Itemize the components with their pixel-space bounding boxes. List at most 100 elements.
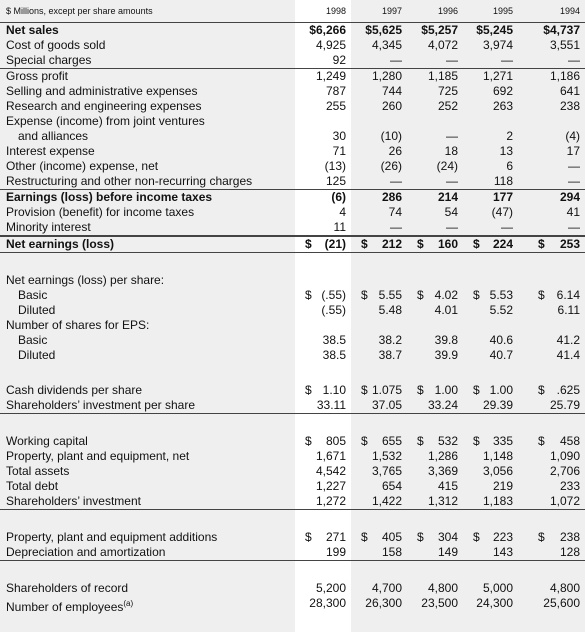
value-cell bbox=[407, 114, 463, 129]
value: (13) bbox=[324, 159, 346, 173]
value-cell: 143 bbox=[463, 545, 518, 560]
row-label: Working capital bbox=[0, 434, 295, 449]
section: Cash dividends per share $1.10 $1.075 $1.00… bbox=[0, 383, 585, 414]
value-cell: 263 bbox=[463, 99, 518, 114]
value: 1,090 bbox=[549, 449, 580, 463]
label-text: Provision (benefit) for income taxes bbox=[6, 205, 195, 219]
label-text: Shareholders’ investment per share bbox=[6, 398, 195, 412]
value-cell: 255 bbox=[295, 99, 351, 114]
value-cell: (47) bbox=[463, 205, 518, 220]
value: 2,706 bbox=[549, 464, 580, 478]
value-cell: 92 bbox=[295, 53, 351, 68]
value: 3,056 bbox=[482, 464, 513, 478]
value: 335 bbox=[492, 434, 513, 448]
value: 1,072 bbox=[549, 494, 580, 508]
row-label: Expense (income) from joint ventures bbox=[0, 114, 295, 129]
value: 38.2 bbox=[378, 333, 402, 347]
table-row: Number of shares for EPS: bbox=[0, 318, 585, 333]
value: 1,280 bbox=[371, 69, 402, 83]
label-text: Gross profit bbox=[6, 69, 69, 83]
value-cell: 177 bbox=[463, 190, 518, 205]
label-text: Selling and administrative expenses bbox=[6, 84, 198, 98]
value: 38.5 bbox=[322, 348, 346, 362]
value-cell: 6.11 bbox=[518, 303, 585, 318]
value-cell: $4.02 bbox=[407, 288, 463, 303]
table-row: Property, plant and equipment, net 1,671 1… bbox=[0, 449, 585, 464]
currency-sign: $ bbox=[417, 383, 424, 397]
value-cell: (.55) bbox=[295, 303, 351, 318]
section: Working capital $805 $655 $532 $335 $458 Prope… bbox=[0, 434, 585, 510]
header-note: $ Millions, except per share amounts bbox=[6, 6, 153, 16]
row-label: Basic bbox=[0, 333, 295, 348]
value: 25.79 bbox=[549, 398, 580, 412]
value: 54 bbox=[444, 205, 458, 219]
value-cell: $5,625 bbox=[351, 23, 407, 38]
value: 160 bbox=[437, 237, 458, 251]
value-cell: 654 bbox=[351, 479, 407, 494]
value-cell: 26 bbox=[351, 144, 407, 159]
value-cell: — bbox=[351, 220, 407, 235]
value-cell: — bbox=[351, 53, 407, 68]
table-row: Number of employees(a) 28,300 26,300 23,500… bbox=[0, 596, 585, 614]
currency-sign: $ bbox=[473, 434, 480, 448]
row-label: Net earnings (loss) bbox=[0, 237, 295, 252]
table-row: Gross profit 1,249 1,280 1,185 1,271 1,186 bbox=[0, 69, 585, 84]
label-text: Shareholders’ investment bbox=[6, 494, 141, 508]
value: 40.6 bbox=[489, 333, 513, 347]
value-cell: 199 bbox=[295, 545, 351, 560]
row-label: Cash dividends per share bbox=[0, 383, 295, 398]
value: 641 bbox=[559, 84, 580, 98]
row-label: Cost of goods sold bbox=[0, 38, 295, 53]
value-cell: $223 bbox=[463, 530, 518, 545]
value: 4,800 bbox=[427, 581, 458, 595]
value: 3,551 bbox=[549, 38, 580, 52]
table-row: Special charges 92 — — — — bbox=[0, 53, 585, 69]
value-cell: 1,312 bbox=[407, 494, 463, 509]
value-cell: 4.01 bbox=[407, 303, 463, 318]
row-label: Other (income) expense, net bbox=[0, 159, 295, 174]
value: 1,422 bbox=[371, 494, 402, 508]
label-text: Total assets bbox=[6, 464, 70, 478]
value: 18 bbox=[444, 144, 458, 158]
value: 30 bbox=[332, 129, 346, 143]
table-row: Shareholders of record 5,200 4,700 4,800 5,0… bbox=[0, 581, 585, 596]
value-cell: 38.5 bbox=[295, 333, 351, 348]
row-label: Research and engineering expenses bbox=[0, 99, 295, 114]
section: Net earnings (loss) per share: Basic $ (.55… bbox=[0, 273, 585, 363]
value: 1,185 bbox=[427, 69, 458, 83]
table-row: Cost of goods sold 4,925 4,345 4,072 3,974 3,… bbox=[0, 38, 585, 53]
row-label: Minority interest bbox=[0, 220, 295, 235]
value-cell: 41.2 bbox=[518, 333, 585, 348]
value: 1.00 bbox=[489, 383, 513, 397]
value-cell: $5,245 bbox=[463, 23, 518, 38]
value-cell bbox=[518, 318, 585, 333]
section: Property, plant and equipment additions $… bbox=[0, 530, 585, 561]
value: 1.00 bbox=[434, 383, 458, 397]
value-cell: 744 bbox=[351, 84, 407, 99]
value: 33.24 bbox=[427, 398, 458, 412]
year-label: 1998 bbox=[325, 6, 346, 16]
value: 4,800 bbox=[549, 581, 580, 595]
label-text: Depreciation and amortization bbox=[6, 545, 166, 559]
value: 405 bbox=[381, 530, 402, 544]
value-cell: 214 bbox=[407, 190, 463, 205]
value: (.55) bbox=[321, 303, 346, 317]
value-cell: 1,280 bbox=[351, 69, 407, 84]
value: 1,249 bbox=[315, 69, 346, 83]
value-cell: 294 bbox=[518, 190, 585, 205]
value-cell: $ (21) bbox=[295, 237, 351, 252]
value-cell: 1,286 bbox=[407, 449, 463, 464]
value-cell: 158 bbox=[351, 545, 407, 560]
label-text: Diluted bbox=[18, 348, 56, 362]
value: 2 bbox=[506, 129, 513, 143]
value-cell: 5,200 bbox=[295, 581, 351, 596]
label-text: Earnings (loss) before income taxes bbox=[6, 190, 213, 204]
value-cell: 33.24 bbox=[407, 398, 463, 413]
value-cell: 40.7 bbox=[463, 348, 518, 363]
row-label: Number of shares for EPS: bbox=[0, 318, 295, 333]
year-label: 1996 bbox=[437, 6, 458, 16]
row-label: Total assets bbox=[0, 464, 295, 479]
currency-sign: $ bbox=[361, 383, 368, 397]
value-cell: $5.53 bbox=[463, 288, 518, 303]
